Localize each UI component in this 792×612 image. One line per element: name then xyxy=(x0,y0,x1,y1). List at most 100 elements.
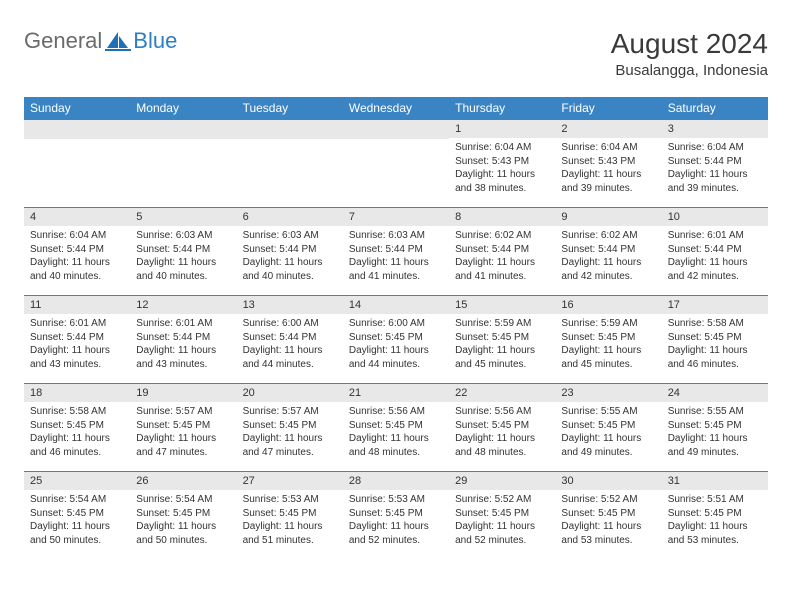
day-number: 19 xyxy=(130,384,236,402)
day-details: Sunrise: 5:51 AMSunset: 5:45 PMDaylight:… xyxy=(662,490,768,553)
day-details: Sunrise: 5:53 AMSunset: 5:45 PMDaylight:… xyxy=(237,490,343,553)
day-details: Sunrise: 6:04 AMSunset: 5:43 PMDaylight:… xyxy=(449,138,555,201)
day-number xyxy=(237,120,343,139)
sunset-line: Sunset: 5:44 PM xyxy=(668,155,762,169)
logo: General Blue xyxy=(24,28,177,54)
daylight-line: Daylight: 11 hours and 52 minutes. xyxy=(455,520,549,547)
day-details: Sunrise: 6:04 AMSunset: 5:44 PMDaylight:… xyxy=(662,138,768,201)
sunrise-line: Sunrise: 6:03 AM xyxy=(136,229,230,243)
day-number: 3 xyxy=(662,120,768,138)
day-cell: 28Sunrise: 5:53 AMSunset: 5:45 PMDayligh… xyxy=(343,472,449,560)
day-details: Sunrise: 6:02 AMSunset: 5:44 PMDaylight:… xyxy=(555,226,661,289)
day-details: Sunrise: 6:04 AMSunset: 5:43 PMDaylight:… xyxy=(555,138,661,201)
logo-text-blue: Blue xyxy=(133,28,177,54)
day-number: 26 xyxy=(130,472,236,490)
day-number: 25 xyxy=(24,472,130,490)
sunset-line: Sunset: 5:45 PM xyxy=(243,419,337,433)
day-details: Sunrise: 5:56 AMSunset: 5:45 PMDaylight:… xyxy=(343,402,449,465)
day-details: Sunrise: 6:04 AMSunset: 5:44 PMDaylight:… xyxy=(24,226,130,289)
daylight-line: Daylight: 11 hours and 42 minutes. xyxy=(561,256,655,283)
day-cell xyxy=(24,120,130,208)
day-number: 9 xyxy=(555,208,661,226)
day-cell: 2Sunrise: 6:04 AMSunset: 5:43 PMDaylight… xyxy=(555,120,661,208)
day-cell: 8Sunrise: 6:02 AMSunset: 5:44 PMDaylight… xyxy=(449,208,555,296)
sunrise-line: Sunrise: 5:53 AM xyxy=(243,493,337,507)
sunset-line: Sunset: 5:45 PM xyxy=(668,507,762,521)
week-row: 1Sunrise: 6:04 AMSunset: 5:43 PMDaylight… xyxy=(24,120,768,208)
day-cell: 3Sunrise: 6:04 AMSunset: 5:44 PMDaylight… xyxy=(662,120,768,208)
sunset-line: Sunset: 5:44 PM xyxy=(243,243,337,257)
day-details: Sunrise: 6:01 AMSunset: 5:44 PMDaylight:… xyxy=(130,314,236,377)
day-cell: 24Sunrise: 5:55 AMSunset: 5:45 PMDayligh… xyxy=(662,384,768,472)
sunrise-line: Sunrise: 5:52 AM xyxy=(455,493,549,507)
daylight-line: Daylight: 11 hours and 50 minutes. xyxy=(136,520,230,547)
sunrise-line: Sunrise: 6:04 AM xyxy=(455,141,549,155)
sunrise-line: Sunrise: 5:58 AM xyxy=(668,317,762,331)
day-cell: 12Sunrise: 6:01 AMSunset: 5:44 PMDayligh… xyxy=(130,296,236,384)
daylight-line: Daylight: 11 hours and 46 minutes. xyxy=(30,432,124,459)
sunset-line: Sunset: 5:44 PM xyxy=(561,243,655,257)
daylight-line: Daylight: 11 hours and 40 minutes. xyxy=(243,256,337,283)
day-number: 24 xyxy=(662,384,768,402)
sunrise-line: Sunrise: 5:57 AM xyxy=(136,405,230,419)
day-details: Sunrise: 6:01 AMSunset: 5:44 PMDaylight:… xyxy=(662,226,768,289)
day-cell xyxy=(130,120,236,208)
day-number: 10 xyxy=(662,208,768,226)
day-number: 23 xyxy=(555,384,661,402)
location: Busalangga, Indonesia xyxy=(611,62,768,79)
day-number: 6 xyxy=(237,208,343,226)
sunrise-line: Sunrise: 5:52 AM xyxy=(561,493,655,507)
day-number: 31 xyxy=(662,472,768,490)
day-cell: 29Sunrise: 5:52 AMSunset: 5:45 PMDayligh… xyxy=(449,472,555,560)
day-header-row: Sunday Monday Tuesday Wednesday Thursday… xyxy=(24,97,768,120)
day-number: 28 xyxy=(343,472,449,490)
daylight-line: Daylight: 11 hours and 52 minutes. xyxy=(349,520,443,547)
daylight-line: Daylight: 11 hours and 48 minutes. xyxy=(349,432,443,459)
daylight-line: Daylight: 11 hours and 48 minutes. xyxy=(455,432,549,459)
day-header: Friday xyxy=(555,97,661,120)
daylight-line: Daylight: 11 hours and 43 minutes. xyxy=(136,344,230,371)
day-details: Sunrise: 5:59 AMSunset: 5:45 PMDaylight:… xyxy=(449,314,555,377)
week-row: 4Sunrise: 6:04 AMSunset: 5:44 PMDaylight… xyxy=(24,208,768,296)
day-header: Tuesday xyxy=(237,97,343,120)
day-number: 20 xyxy=(237,384,343,402)
day-cell: 4Sunrise: 6:04 AMSunset: 5:44 PMDaylight… xyxy=(24,208,130,296)
day-number xyxy=(24,120,130,139)
sunset-line: Sunset: 5:44 PM xyxy=(30,243,124,257)
sunset-line: Sunset: 5:45 PM xyxy=(455,507,549,521)
day-details: Sunrise: 6:00 AMSunset: 5:45 PMDaylight:… xyxy=(343,314,449,377)
day-number: 16 xyxy=(555,296,661,314)
sunrise-line: Sunrise: 5:54 AM xyxy=(30,493,124,507)
daylight-line: Daylight: 11 hours and 49 minutes. xyxy=(668,432,762,459)
daylight-line: Daylight: 11 hours and 42 minutes. xyxy=(668,256,762,283)
sunset-line: Sunset: 5:45 PM xyxy=(455,419,549,433)
sunset-line: Sunset: 5:45 PM xyxy=(455,331,549,345)
daylight-line: Daylight: 11 hours and 39 minutes. xyxy=(561,168,655,195)
sunrise-line: Sunrise: 6:00 AM xyxy=(243,317,337,331)
daylight-line: Daylight: 11 hours and 53 minutes. xyxy=(561,520,655,547)
day-number: 7 xyxy=(343,208,449,226)
calendar: Sunday Monday Tuesday Wednesday Thursday… xyxy=(24,97,768,560)
logo-text-general: General xyxy=(24,28,102,54)
sunset-line: Sunset: 5:45 PM xyxy=(136,419,230,433)
day-cell: 14Sunrise: 6:00 AMSunset: 5:45 PMDayligh… xyxy=(343,296,449,384)
sunrise-line: Sunrise: 5:51 AM xyxy=(668,493,762,507)
day-cell xyxy=(343,120,449,208)
sunset-line: Sunset: 5:45 PM xyxy=(668,331,762,345)
sunset-line: Sunset: 5:45 PM xyxy=(561,507,655,521)
day-number: 21 xyxy=(343,384,449,402)
sunset-line: Sunset: 5:44 PM xyxy=(136,243,230,257)
day-details: Sunrise: 5:56 AMSunset: 5:45 PMDaylight:… xyxy=(449,402,555,465)
day-cell: 18Sunrise: 5:58 AMSunset: 5:45 PMDayligh… xyxy=(24,384,130,472)
day-details: Sunrise: 5:58 AMSunset: 5:45 PMDaylight:… xyxy=(24,402,130,465)
daylight-line: Daylight: 11 hours and 41 minutes. xyxy=(349,256,443,283)
day-details: Sunrise: 5:58 AMSunset: 5:45 PMDaylight:… xyxy=(662,314,768,377)
daylight-line: Daylight: 11 hours and 44 minutes. xyxy=(243,344,337,371)
daylight-line: Daylight: 11 hours and 40 minutes. xyxy=(30,256,124,283)
day-cell xyxy=(237,120,343,208)
day-cell: 21Sunrise: 5:56 AMSunset: 5:45 PMDayligh… xyxy=(343,384,449,472)
sunrise-line: Sunrise: 6:00 AM xyxy=(349,317,443,331)
daylight-line: Daylight: 11 hours and 45 minutes. xyxy=(455,344,549,371)
sunset-line: Sunset: 5:44 PM xyxy=(668,243,762,257)
day-cell: 20Sunrise: 5:57 AMSunset: 5:45 PMDayligh… xyxy=(237,384,343,472)
